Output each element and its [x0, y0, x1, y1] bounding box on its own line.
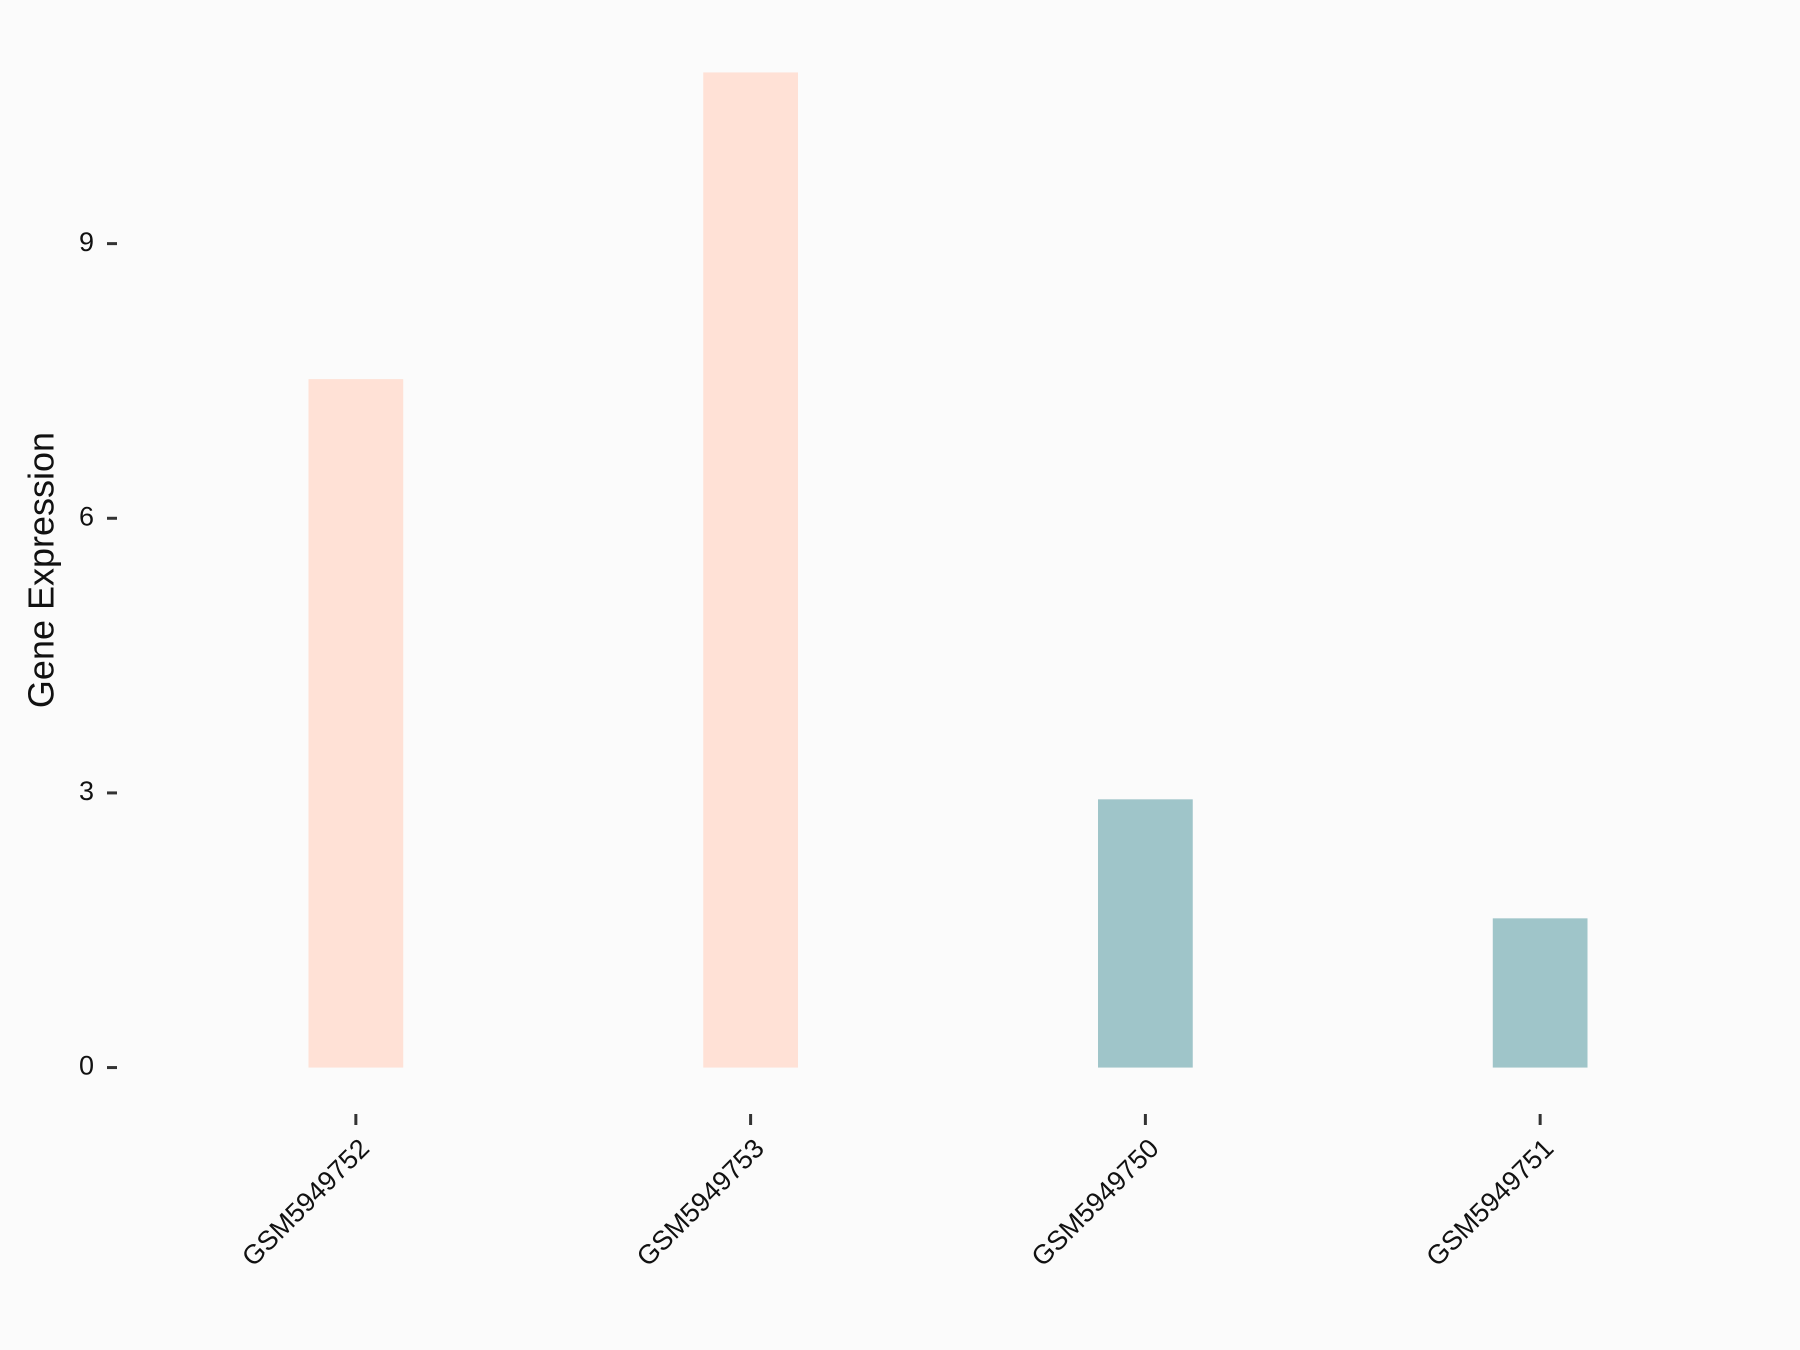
y-tick-label: 3 [79, 776, 94, 806]
bar [1492, 918, 1588, 1068]
bar [1098, 799, 1193, 1068]
y-tick-label: 6 [79, 501, 94, 531]
bar [703, 72, 798, 1068]
y-axis-title: Gene Expression [21, 432, 62, 708]
y-tick-label: 0 [79, 1051, 94, 1081]
bar [308, 379, 404, 1068]
y-tick-label: 9 [79, 227, 94, 257]
